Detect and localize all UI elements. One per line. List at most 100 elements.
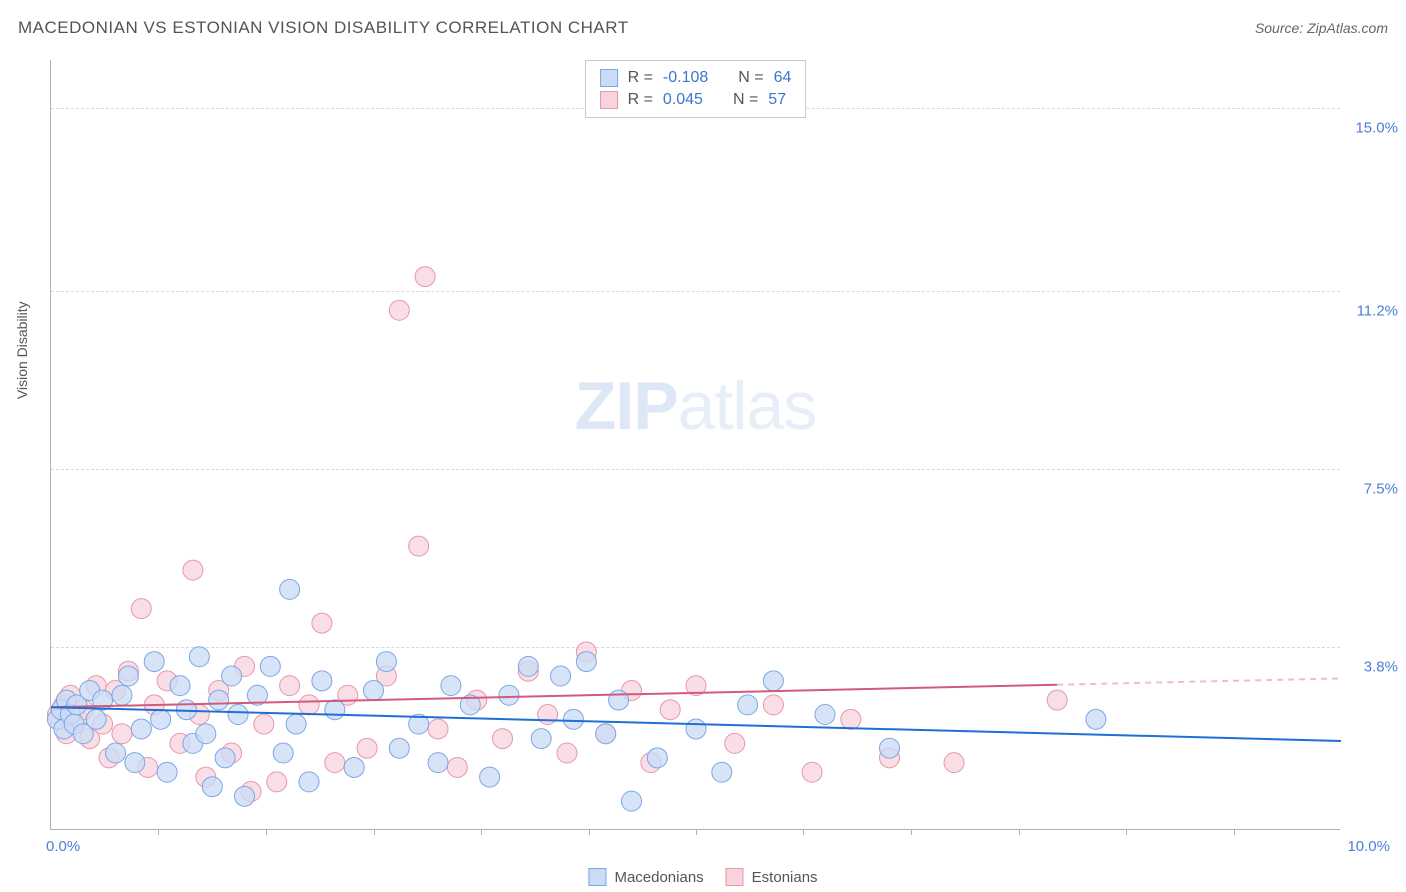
macedonian-point [531, 729, 551, 749]
macedonian-point [576, 652, 596, 672]
macedonian-point [280, 579, 300, 599]
estonian-point [660, 700, 680, 720]
estonian-point [802, 762, 822, 782]
macedonian-point [196, 724, 216, 744]
series-legend-label: Macedonians [614, 869, 703, 886]
estonian-point [267, 772, 287, 792]
macedonian-point [344, 757, 364, 777]
estonian-point [280, 676, 300, 696]
macedonian-point [131, 719, 151, 739]
n-label: N = [738, 69, 763, 87]
estonian-point [131, 599, 151, 619]
macedonian-point [215, 748, 235, 768]
x-tick [1234, 829, 1235, 835]
n-value: 64 [774, 69, 792, 87]
estonian-point [112, 724, 132, 744]
estonian-point [389, 300, 409, 320]
series-legend-item: Macedonians [588, 868, 703, 886]
correlation-legend-row: R =0.045N =57 [600, 89, 792, 111]
macedonian-point [880, 738, 900, 758]
macedonian-point [209, 690, 229, 710]
estonian-point [357, 738, 377, 758]
macedonian-point [1086, 709, 1106, 729]
r-label: R = [628, 91, 653, 109]
macedonian-point [518, 656, 538, 676]
source-attribution: Source: ZipAtlas.com [1255, 20, 1388, 36]
macedonian-point [157, 762, 177, 782]
estonian-point [944, 753, 964, 773]
estonian-point [299, 695, 319, 715]
macedonian-point [106, 743, 126, 763]
macedonian-point [763, 671, 783, 691]
macedonian-point [815, 705, 835, 725]
scatter-plot-svg [51, 60, 1340, 829]
estonian-point [557, 743, 577, 763]
macedonian-point [428, 753, 448, 773]
macedonian-point [144, 652, 164, 672]
macedonian-point [686, 719, 706, 739]
macedonian-point [563, 709, 583, 729]
macedonian-point [596, 724, 616, 744]
estonian-point [312, 613, 332, 633]
x-tick [1126, 829, 1127, 835]
y-axis-title: Vision Disability [14, 301, 30, 399]
estonian-trendline-extension [1057, 678, 1341, 684]
estonian-point [538, 705, 558, 725]
macedonian-point [364, 680, 384, 700]
source-value: ZipAtlas.com [1307, 20, 1388, 36]
estonian-point [428, 719, 448, 739]
macedonian-point [551, 666, 571, 686]
estonian-point [409, 536, 429, 556]
y-tick-label: 11.2% [1357, 303, 1398, 320]
r-value: -0.108 [663, 69, 708, 87]
estonian-trendline [51, 685, 1057, 708]
macedonian-point [389, 738, 409, 758]
x-axis-max-label: 10.0% [1347, 838, 1390, 855]
legend-swatch [600, 69, 618, 87]
macedonian-point [170, 676, 190, 696]
estonian-point [841, 709, 861, 729]
macedonian-point [86, 709, 106, 729]
macedonian-point [299, 772, 319, 792]
macedonian-point [441, 676, 461, 696]
macedonian-point [125, 753, 145, 773]
x-tick [911, 829, 912, 835]
x-tick [481, 829, 482, 835]
correlation-legend: R =-0.108N =64R =0.045N =57 [585, 60, 807, 118]
x-axis-min-label: 0.0% [46, 838, 80, 855]
macedonian-point [286, 714, 306, 734]
estonian-point [763, 695, 783, 715]
estonian-point [183, 560, 203, 580]
x-tick [1019, 829, 1020, 835]
header: MACEDONIAN VS ESTONIAN VISION DISABILITY… [18, 18, 1388, 38]
macedonian-point [273, 743, 293, 763]
macedonian-point [112, 685, 132, 705]
x-tick [374, 829, 375, 835]
r-value: 0.045 [663, 91, 703, 109]
estonian-point [725, 733, 745, 753]
macedonian-point [118, 666, 138, 686]
x-tick [589, 829, 590, 835]
source-label: Source: [1255, 20, 1303, 36]
legend-swatch [726, 868, 744, 886]
legend-swatch [600, 91, 618, 109]
macedonian-point [712, 762, 732, 782]
chart-plot-area: ZIPatlas 15.0%11.2%7.5%3.8% R =-0.108N =… [50, 60, 1340, 830]
macedonian-point [189, 647, 209, 667]
macedonian-point [609, 690, 629, 710]
macedonian-point [235, 786, 255, 806]
macedonian-point [738, 695, 758, 715]
macedonian-point [499, 685, 519, 705]
macedonian-point [376, 652, 396, 672]
series-legend-label: Estonians [752, 869, 818, 886]
n-label: N = [733, 91, 758, 109]
x-tick [266, 829, 267, 835]
estonian-point [254, 714, 274, 734]
macedonian-point [260, 656, 280, 676]
legend-swatch [588, 868, 606, 886]
estonian-point [493, 729, 513, 749]
estonian-point [415, 267, 435, 287]
x-tick [158, 829, 159, 835]
series-legend-item: Estonians [726, 868, 818, 886]
r-label: R = [628, 69, 653, 87]
